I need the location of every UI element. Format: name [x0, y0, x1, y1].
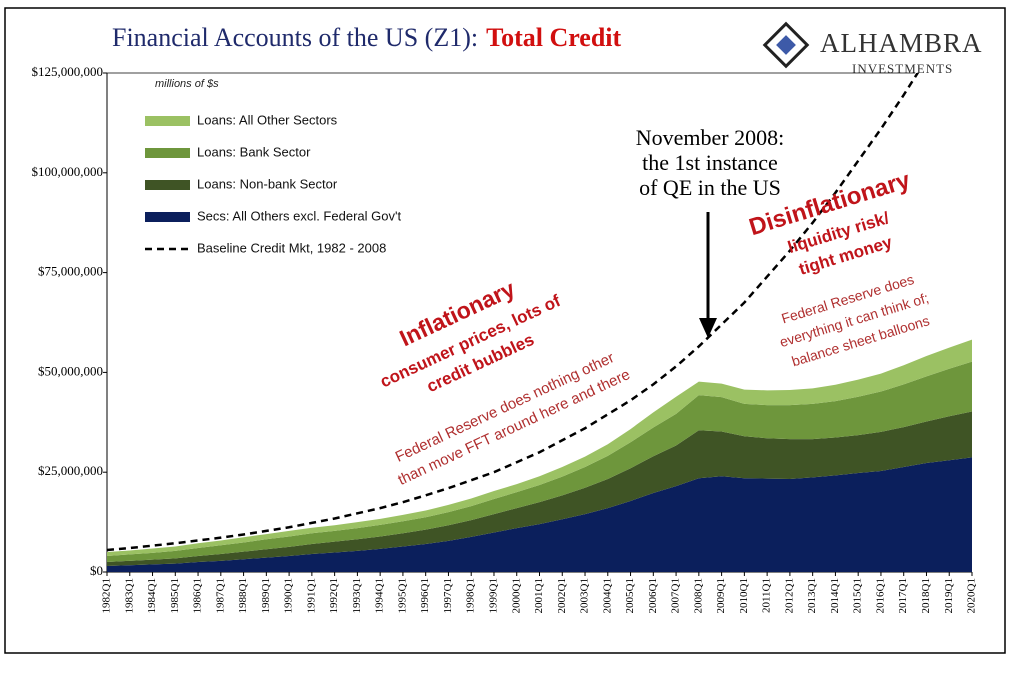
qe-arrow-head	[699, 318, 717, 338]
annotation-text: the 1st instance	[642, 150, 778, 175]
x-tick-label: 2005Q1	[624, 578, 636, 613]
x-tick-label: 1997Q1	[442, 578, 454, 613]
x-tick-label: 2000Q1	[510, 578, 522, 613]
legend-label: Loans: Bank Sector	[197, 144, 311, 159]
area	[107, 457, 972, 572]
logo-subtext: INVESTMENTS	[852, 61, 953, 76]
x-tick-label: 2003Q1	[579, 578, 591, 613]
title-main: Financial Accounts of the US (Z1):	[112, 23, 478, 52]
x-tick-label: 2007Q1	[670, 578, 682, 613]
x-tick-label: 2010Q1	[738, 578, 750, 613]
area	[107, 339, 972, 557]
x-tick-label: 1982Q1	[101, 578, 113, 613]
y-tick-label: $0	[90, 563, 103, 578]
y-tick-label: $75,000,000	[38, 264, 103, 279]
baseline-line	[106, 73, 920, 552]
logo-icon-inner	[776, 35, 796, 55]
legend-swatch	[145, 180, 190, 190]
annotation-text: of QE in the US	[639, 175, 781, 200]
x-tick-label: 1995Q1	[396, 578, 408, 613]
logo-text: ALHAMBRA	[820, 28, 983, 58]
x-tick-label: 1984Q1	[146, 578, 158, 613]
logo-icon	[762, 21, 810, 69]
x-tick-label: 1988Q1	[237, 578, 249, 613]
x-tick-label: 2002Q1	[556, 578, 568, 613]
x-tick-label: 1983Q1	[123, 578, 135, 613]
title-highlight: Total Credit	[486, 23, 621, 52]
chart-title: Financial Accounts of the US (Z1): Total …	[112, 23, 622, 52]
x-tick-label: 2008Q1	[692, 578, 704, 613]
annotation-text: November 2008:	[636, 125, 784, 150]
x-tick-label: 1999Q1	[488, 578, 500, 613]
x-tick-label: 2016Q1	[874, 578, 886, 613]
x-tick-label: 1985Q1	[169, 578, 181, 613]
area	[107, 361, 972, 563]
legend-label: Baseline Credit Mkt, 1982 - 2008	[197, 240, 386, 255]
area	[107, 411, 972, 567]
legend-label: Loans: All Other Sectors	[197, 112, 338, 127]
y-tick-label: $100,000,000	[32, 164, 104, 179]
x-tick-label: 2014Q1	[829, 578, 841, 613]
legend-label: Secs: All Others excl. Federal Gov't	[197, 208, 401, 223]
x-tick-label: 1992Q1	[328, 578, 340, 613]
x-tick-label: 2012Q1	[783, 578, 795, 613]
x-tick-label: 1987Q1	[214, 578, 226, 613]
x-tick-label: 1990Q1	[283, 578, 295, 613]
x-tick-label: 2018Q1	[920, 578, 932, 613]
x-tick-label: 1989Q1	[260, 578, 272, 613]
x-tick-label: 1996Q1	[419, 578, 431, 613]
legend-swatch	[145, 116, 190, 126]
y-tick-label: $125,000,000	[32, 64, 104, 79]
x-tick-label: 2019Q1	[943, 578, 955, 613]
x-tick-label: 1991Q1	[305, 578, 317, 613]
legend-swatch	[145, 148, 190, 158]
x-tick-label: 2004Q1	[601, 578, 613, 613]
y-tick-label: $25,000,000	[38, 463, 103, 478]
x-tick-label: 1993Q1	[351, 578, 363, 613]
frame	[4, 7, 1006, 654]
units-label: millions of $s	[155, 78, 219, 90]
x-tick-label: 2011Q1	[761, 578, 773, 613]
x-tick-label: 2020Q1	[966, 578, 978, 613]
x-tick-label: 1986Q1	[192, 578, 204, 613]
x-tick-label: 2013Q1	[806, 578, 818, 613]
x-tick-label: 2009Q1	[715, 578, 727, 613]
x-tick-label: 2015Q1	[852, 578, 864, 613]
x-tick-label: 2001Q1	[533, 578, 545, 613]
legend-swatch	[145, 212, 190, 222]
x-tick-label: 1994Q1	[374, 578, 386, 613]
x-tick-label: 2017Q1	[897, 578, 909, 613]
logo: ALHAMBRA INVESTMENTS	[762, 21, 983, 76]
y-tick-label: $50,000,000	[38, 363, 103, 378]
legend-label: Loans: Non-bank Sector	[197, 176, 338, 191]
x-tick-label: 1998Q1	[465, 578, 477, 613]
x-tick-label: 2006Q1	[647, 578, 659, 613]
